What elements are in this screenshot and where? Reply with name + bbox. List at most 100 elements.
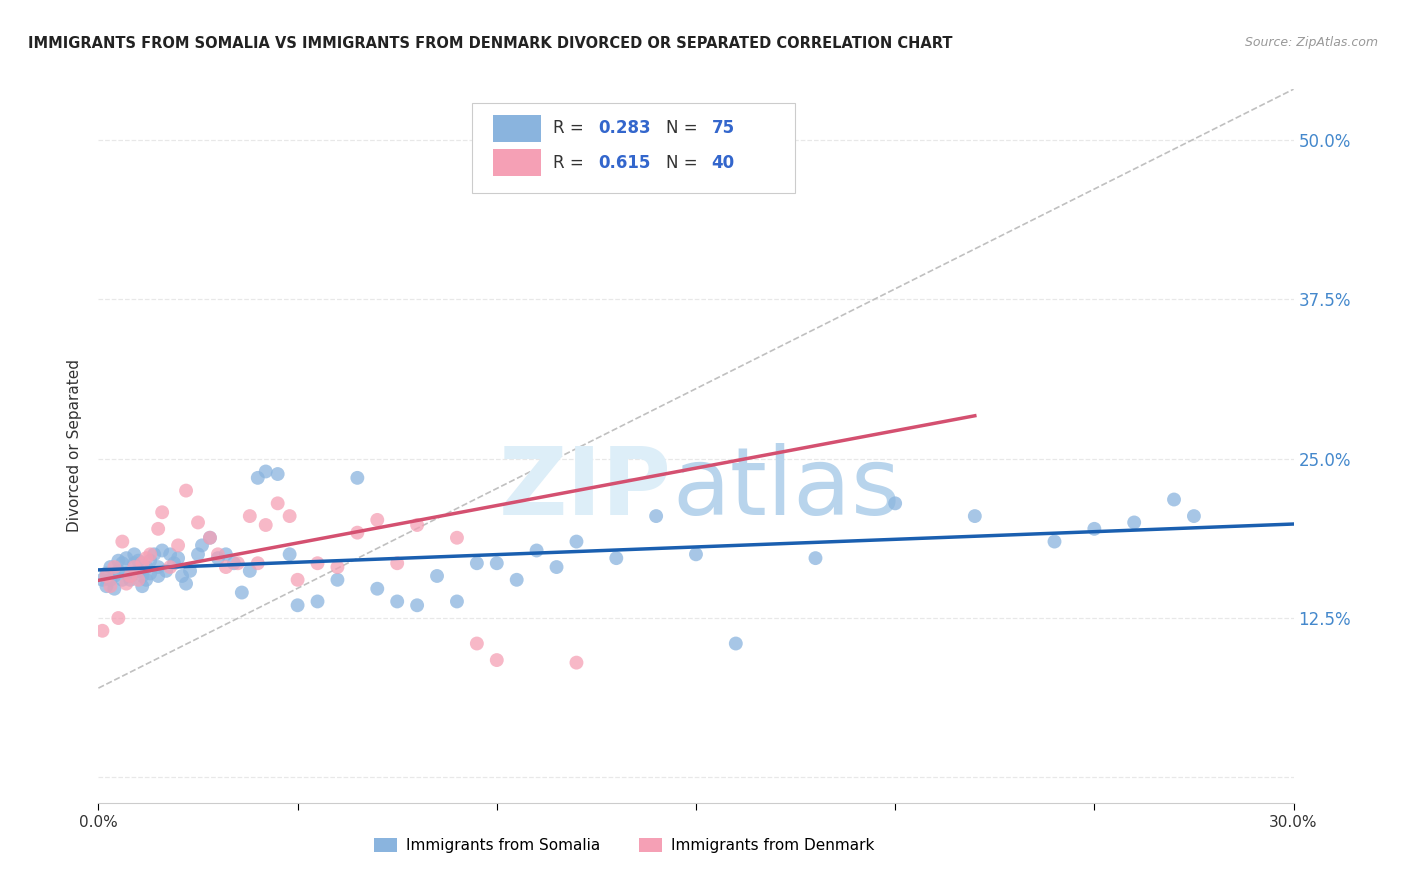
Text: 0.615: 0.615 <box>598 153 651 171</box>
Point <box>1123 516 1146 530</box>
Point <box>115 576 138 591</box>
Point <box>139 554 162 568</box>
Point <box>103 569 125 583</box>
Point <box>191 538 214 552</box>
Point <box>198 531 221 545</box>
Y-axis label: Divorced or Separated: Divorced or Separated <box>67 359 83 533</box>
Point <box>506 573 529 587</box>
Point <box>278 509 301 524</box>
Point <box>124 556 146 570</box>
Text: IMMIGRANTS FROM SOMALIA VS IMMIGRANTS FROM DENMARK DIVORCED OR SEPARATED CORRELA: IMMIGRANTS FROM SOMALIA VS IMMIGRANTS FR… <box>28 36 953 51</box>
Point <box>131 569 153 583</box>
Point <box>96 566 118 581</box>
Point <box>167 538 190 552</box>
Point <box>222 556 245 570</box>
Point <box>139 566 162 581</box>
Point <box>385 556 409 570</box>
Point <box>150 505 173 519</box>
Point <box>107 564 129 578</box>
Point <box>98 579 122 593</box>
Point <box>91 573 114 587</box>
Point <box>111 534 134 549</box>
Point <box>724 636 747 650</box>
Point <box>172 569 194 583</box>
Point <box>546 560 568 574</box>
Point <box>215 547 238 561</box>
Point <box>174 483 197 498</box>
Point <box>406 599 429 613</box>
Point <box>127 554 149 568</box>
Point <box>267 467 290 481</box>
Point <box>804 551 827 566</box>
Point <box>115 551 138 566</box>
Point <box>120 569 142 583</box>
Point <box>111 556 134 570</box>
Point <box>148 560 170 574</box>
Point <box>565 534 588 549</box>
FancyBboxPatch shape <box>472 103 796 193</box>
Point <box>485 556 508 570</box>
Point <box>107 611 129 625</box>
Point <box>131 556 153 570</box>
Point <box>426 569 449 583</box>
Point <box>465 556 488 570</box>
Point <box>446 594 468 608</box>
Point <box>187 516 209 530</box>
Point <box>148 522 170 536</box>
Point <box>406 518 429 533</box>
Text: Source: ZipAtlas.com: Source: ZipAtlas.com <box>1244 36 1378 49</box>
Point <box>239 509 262 524</box>
Point <box>346 525 368 540</box>
Point <box>150 543 173 558</box>
Point <box>215 560 238 574</box>
Point <box>207 551 229 566</box>
Point <box>103 582 125 596</box>
Point <box>254 518 277 533</box>
Point <box>765 159 787 173</box>
Point <box>446 531 468 545</box>
Point <box>96 569 118 583</box>
Point <box>346 471 368 485</box>
Point <box>139 547 162 561</box>
FancyBboxPatch shape <box>494 149 541 177</box>
Point <box>1083 522 1105 536</box>
Point <box>207 547 229 561</box>
Point <box>198 531 221 545</box>
Point <box>287 573 309 587</box>
Point <box>267 496 290 510</box>
Point <box>239 564 262 578</box>
Point <box>179 564 201 578</box>
Text: atlas: atlas <box>672 442 900 535</box>
Point <box>231 585 253 599</box>
Text: N =: N = <box>666 120 703 137</box>
Point <box>326 573 349 587</box>
Text: R =: R = <box>553 153 589 171</box>
Point <box>187 547 209 561</box>
Point <box>107 554 129 568</box>
Point <box>685 547 707 561</box>
Point <box>120 573 142 587</box>
Point <box>135 573 157 587</box>
Point <box>111 573 134 587</box>
Point <box>366 513 388 527</box>
Point <box>645 509 668 524</box>
Point <box>120 569 142 583</box>
Text: R =: R = <box>553 120 589 137</box>
Point <box>385 594 409 608</box>
Point <box>1182 509 1205 524</box>
Point <box>131 579 153 593</box>
Point <box>167 551 190 566</box>
Point <box>135 551 157 566</box>
Point <box>565 656 588 670</box>
Text: 40: 40 <box>711 153 734 171</box>
Point <box>278 547 301 561</box>
Point <box>307 556 329 570</box>
Point <box>174 576 197 591</box>
Point <box>485 653 508 667</box>
Point <box>159 547 181 561</box>
Point <box>115 566 138 581</box>
Legend: Immigrants from Somalia, Immigrants from Denmark: Immigrants from Somalia, Immigrants from… <box>368 832 880 859</box>
Point <box>163 556 186 570</box>
Point <box>148 569 170 583</box>
Point <box>1163 492 1185 507</box>
